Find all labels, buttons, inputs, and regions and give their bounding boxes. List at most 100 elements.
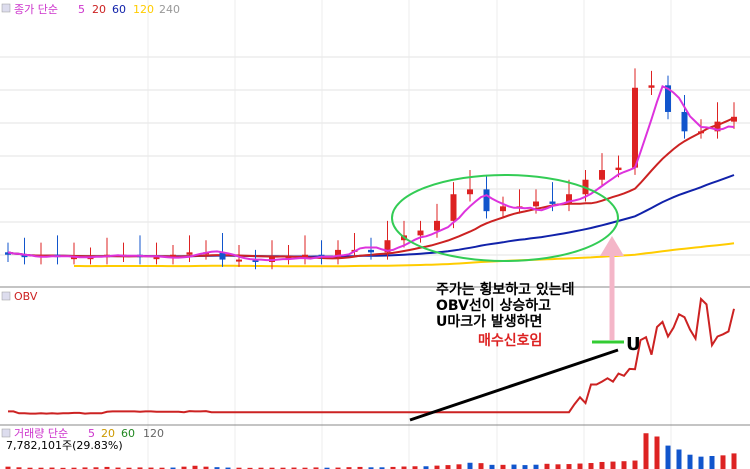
volume-bar <box>467 462 473 469</box>
volume-bar <box>49 467 55 469</box>
volume-bar <box>423 466 429 469</box>
volume-bar <box>555 464 561 469</box>
legend-period-120: 120 <box>133 3 154 16</box>
volume-bar <box>621 461 627 469</box>
volume-bar <box>93 467 99 469</box>
volume-bar <box>676 449 682 469</box>
volume-bar <box>511 464 517 469</box>
volume-bar <box>137 467 143 469</box>
volume-bar <box>709 456 715 469</box>
annotation-line-2: OBV선이 상승하고 <box>436 297 551 314</box>
volume-legend-marker <box>1 428 11 438</box>
volume-bar <box>192 465 198 469</box>
candle-body <box>335 249 341 258</box>
volume-bar <box>533 464 539 469</box>
volume-bar <box>698 456 704 469</box>
legend-period-20: 20 <box>92 3 106 16</box>
volume-bar <box>731 453 737 469</box>
volume-bar <box>280 467 286 469</box>
candle-body <box>450 194 457 221</box>
volume-bar <box>170 467 176 469</box>
volume-value: 7,782,101주(29.83%) <box>6 439 123 452</box>
volume-bar <box>599 461 605 469</box>
vol-period-60: 60 <box>121 427 135 440</box>
volume-bar <box>38 467 44 469</box>
volume-bar <box>291 467 297 469</box>
breakout-arrow <box>600 236 624 340</box>
volume-bar <box>302 467 308 469</box>
volume-bar <box>522 465 528 469</box>
volume-bar <box>445 465 451 469</box>
volume-bar <box>577 463 583 469</box>
volume-bar <box>478 463 484 469</box>
ma5-line <box>7 84 735 262</box>
buy-signal-text: 매수신호임 <box>478 333 542 349</box>
volume-bar <box>324 467 330 469</box>
volume-bar <box>16 467 22 469</box>
price-legend: 종가 단순 5 20 60 120 240 <box>1 3 180 16</box>
volume-bar <box>610 461 616 469</box>
volume-bar <box>181 466 187 469</box>
volume-bar <box>632 460 638 469</box>
candle-body <box>467 189 473 195</box>
volume-bar <box>687 454 693 469</box>
obv-panel <box>0 287 750 425</box>
volume-bar <box>115 467 121 469</box>
candle-body <box>21 254 28 258</box>
volume-bar <box>346 467 352 469</box>
volume-bar <box>82 467 88 469</box>
volume-bar <box>720 455 726 469</box>
candle-body <box>549 201 556 204</box>
volume-bar <box>214 467 220 469</box>
volume-bar <box>269 467 275 469</box>
candle-body <box>483 189 490 212</box>
volume-bar <box>27 467 33 469</box>
candle-body <box>236 259 242 262</box>
obv-trendline <box>409 348 619 422</box>
volume-bar <box>489 464 495 469</box>
volume-bar <box>313 467 319 469</box>
consolidation-circle <box>391 174 619 262</box>
volume-bar <box>159 467 165 469</box>
candle-body <box>681 111 688 132</box>
price-legend-title: 종가 단순 <box>14 3 58 16</box>
candle-body <box>186 252 193 255</box>
candle-body <box>566 194 572 204</box>
legend-period-240: 240 <box>159 3 180 16</box>
volume-bar <box>434 465 440 469</box>
volume-bar <box>225 467 231 469</box>
vol-period-120: 120 <box>143 427 164 440</box>
volume-bar <box>643 433 649 469</box>
candle-body <box>533 201 539 207</box>
volume-bar <box>335 467 341 469</box>
volume-bar <box>60 467 66 469</box>
volume-bar <box>368 467 374 469</box>
candle-body <box>599 170 605 180</box>
obv-line <box>8 296 735 415</box>
obv-label: OBV <box>14 290 38 303</box>
volume-bar <box>654 436 660 469</box>
candle-body <box>615 167 622 171</box>
volume-bar <box>390 466 396 469</box>
candle-body <box>714 121 721 132</box>
volume-bar <box>500 464 506 469</box>
candle-body <box>500 206 506 212</box>
volume-bar <box>126 467 132 469</box>
candle-body <box>219 252 226 260</box>
volume-bar <box>71 467 77 469</box>
volume-legend: 거래량 단순 5 20 60 120 7,782,101주(29.83%) <box>1 427 164 452</box>
volume-bar <box>236 467 242 469</box>
candle-body <box>417 230 424 236</box>
candle-body <box>731 116 737 122</box>
candle-body <box>698 131 704 134</box>
candle-body <box>648 85 655 88</box>
annotation-line-3: U마크가 발생하면 <box>436 313 542 330</box>
volume-bar <box>588 463 594 469</box>
legend-period-60: 60 <box>112 3 126 16</box>
candle-body <box>153 257 160 260</box>
volume-bar <box>247 467 253 469</box>
u-mark-label: U <box>626 334 641 355</box>
